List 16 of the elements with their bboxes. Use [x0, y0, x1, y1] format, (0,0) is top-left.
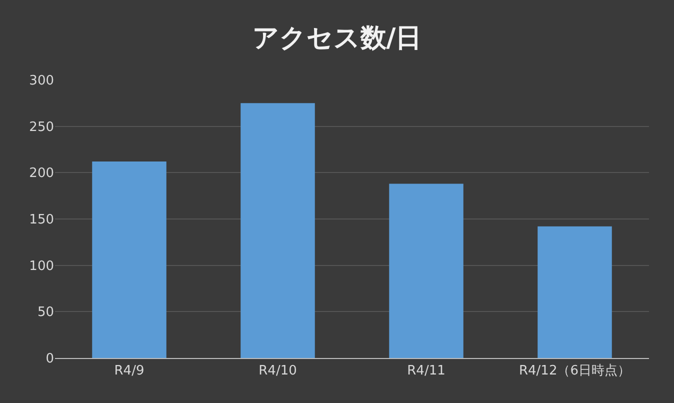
bar: [240, 103, 315, 358]
x-tick-label: R4/12（6日時点）: [519, 364, 630, 379]
y-tick-label: 100: [29, 258, 54, 274]
bar: [389, 184, 464, 358]
x-tick-label: R4/10: [258, 364, 297, 379]
chart-title: アクセス数/日: [252, 23, 422, 54]
y-tick-label: 250: [29, 120, 54, 135]
y-tick-label: 150: [29, 212, 54, 228]
x-tick-label: R4/9: [114, 364, 144, 379]
y-tick-label: 300: [29, 74, 54, 89]
bar: [92, 162, 166, 358]
y-tick-label: 200: [29, 166, 54, 182]
y-tick-label: 50: [37, 305, 54, 320]
bar: [538, 226, 612, 358]
x-tick-label: R4/11: [407, 364, 446, 379]
y-tick-label: 0: [46, 352, 54, 367]
